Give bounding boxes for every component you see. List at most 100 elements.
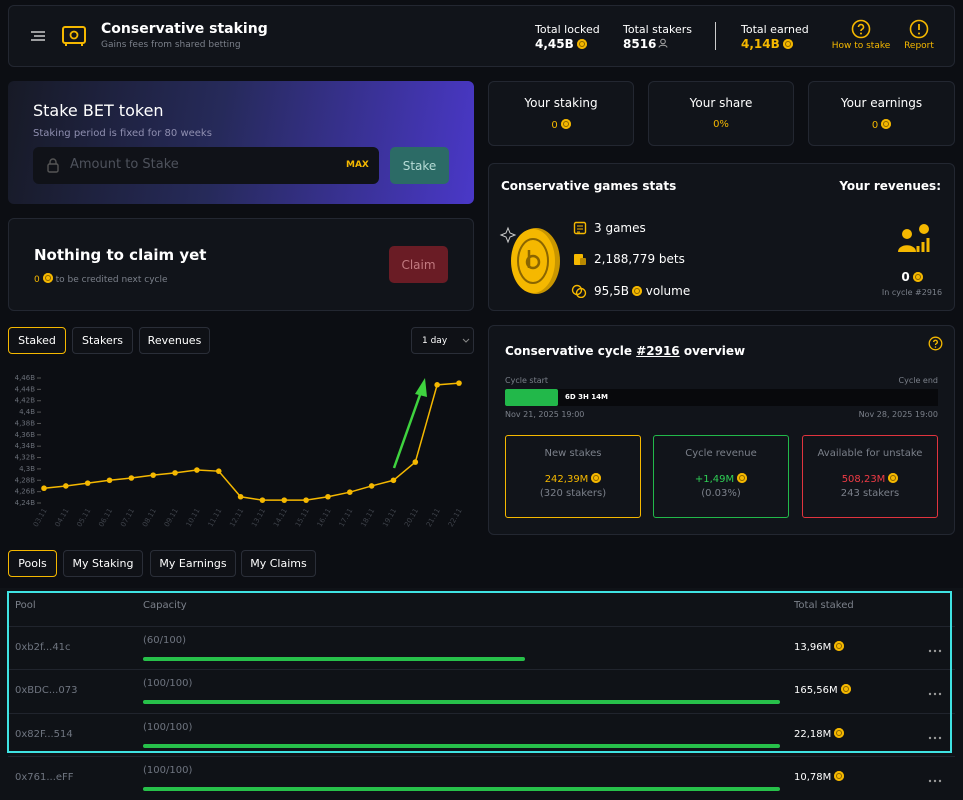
- stat-box: New stakes 242,39M (320 stakers): [505, 435, 641, 518]
- y-tick-label: 4,28B: [15, 476, 36, 484]
- data-point: [456, 380, 462, 386]
- interval-select[interactable]: 1 day: [411, 327, 474, 354]
- coin-icon: [840, 684, 851, 695]
- x-tick-label: 13.11: [250, 507, 267, 528]
- total-staked-text: 22,18M: [794, 728, 832, 740]
- y-tick-label: 4,26B: [15, 488, 36, 496]
- stat-value: 4,14B: [741, 37, 793, 51]
- revenues-text: 0: [901, 270, 910, 284]
- coin-icon: [737, 473, 748, 483]
- data-point: [194, 467, 200, 473]
- help-icon[interactable]: [928, 336, 943, 351]
- x-tick-label: 18.11: [359, 507, 376, 528]
- y-tick-label: 4,34B: [15, 442, 36, 450]
- data-point: [259, 497, 266, 503]
- total-staked: 22,18M: [794, 727, 845, 740]
- page-title: Conservative staking: [101, 21, 268, 37]
- capacity-bar: [143, 786, 780, 791]
- summary-label: Your staking: [524, 96, 598, 110]
- box-value: 242,39M: [506, 473, 640, 485]
- data-point: [172, 470, 178, 476]
- stat-box: Available for unstake 508,23M 243 staker…: [802, 435, 938, 518]
- page-subtitle: Gains fees from shared betting: [101, 40, 241, 50]
- x-tick-label: 04.11: [54, 507, 71, 528]
- data-point: [346, 489, 353, 496]
- cycle-card: [488, 325, 955, 535]
- x-tick-label: 21.11: [425, 507, 442, 528]
- table-tab[interactable]: Pools: [8, 550, 57, 577]
- link[interactable]: How to stake: [831, 41, 891, 51]
- row-menu[interactable]: [928, 726, 942, 739]
- table-tab[interactable]: My Staking: [63, 550, 143, 577]
- x-tick-label: 07.11: [119, 507, 136, 528]
- chart-tab[interactable]: Revenues: [139, 327, 210, 354]
- box-value: 508,23M: [803, 473, 937, 485]
- chart-tab[interactable]: Stakers: [72, 327, 133, 354]
- big-coin: [499, 226, 560, 294]
- cycle-title: Conservative cycle #2916 overview: [505, 344, 745, 358]
- coin-icon: [560, 119, 571, 129]
- capacity-bar: [143, 700, 780, 705]
- safe-icon: [62, 26, 86, 46]
- row-menu[interactable]: [928, 682, 942, 696]
- amount-input[interactable]: [33, 147, 379, 184]
- y-tick-label: 4,4B: [19, 408, 35, 416]
- stat-label: Total stakers: [623, 23, 692, 36]
- coin-icon: [834, 727, 845, 738]
- cycle-link[interactable]: #2916: [636, 344, 680, 358]
- data-point: [434, 382, 440, 388]
- stake-card: [8, 81, 474, 204]
- x-tick-label: 15.11: [294, 507, 311, 528]
- row-menu[interactable]: [928, 639, 942, 653]
- stake-button[interactable]: Stake: [390, 147, 449, 184]
- box-text: 508,23M: [841, 474, 886, 485]
- box-note: (0.03%): [701, 488, 741, 499]
- data-point: [63, 483, 69, 489]
- max-button[interactable]: MAX: [346, 160, 369, 170]
- claim-button[interactable]: Claim: [389, 246, 448, 283]
- y-tick-label: 4,24B: [15, 499, 36, 507]
- coin-icon: [576, 39, 587, 49]
- x-tick-label: 22.11: [447, 507, 464, 528]
- summary-value: 0: [808, 119, 955, 131]
- summary-card: [808, 81, 955, 146]
- interval-text: 1 day: [422, 335, 448, 346]
- cycle-prefix: Conservative cycle: [505, 344, 633, 358]
- claim-title: Nothing to claim yet: [34, 246, 207, 264]
- y-tick-label: 4,36B: [15, 431, 36, 439]
- pool-address: 0x82F...514: [15, 728, 73, 740]
- x-tick-label: 09.11: [163, 507, 180, 528]
- chart-tab[interactable]: Staked: [8, 327, 66, 354]
- y-tick-label: 4,32B: [15, 454, 36, 462]
- report-icon[interactable]: [909, 19, 929, 39]
- link[interactable]: Report: [904, 41, 934, 51]
- cycle-end-label: Cycle end: [898, 376, 938, 385]
- volume-icon: [571, 284, 587, 298]
- table-tab[interactable]: My Earnings: [150, 550, 236, 577]
- lock-icon: [47, 158, 59, 173]
- pool-address: 0xb2f...41c: [15, 642, 71, 653]
- capacity-bar: [143, 657, 526, 661]
- revenues-note: In cycle #2916: [881, 288, 943, 297]
- stake-title: Stake BET token: [33, 101, 164, 120]
- data-point: [303, 497, 309, 503]
- help-icon[interactable]: [851, 19, 871, 39]
- menu-icon[interactable]: [29, 30, 47, 44]
- dots-icon: [928, 649, 942, 653]
- row-menu[interactable]: [928, 769, 942, 783]
- cycle-start-label: Cycle start: [505, 376, 549, 385]
- table-tab[interactable]: My Claims: [241, 550, 316, 577]
- claim-note: to be credited next cycle: [55, 275, 168, 285]
- y-tick-label: 4,44B: [15, 385, 36, 393]
- coin-icon: [591, 473, 602, 483]
- x-tick-label: 16.11: [316, 507, 333, 528]
- volume-value: 95,5B: [594, 284, 629, 298]
- summary-text: 0: [871, 120, 879, 131]
- capacity-label: (100/100): [143, 721, 193, 733]
- cycle-progress-track: [505, 389, 938, 406]
- games-icon: [573, 221, 587, 235]
- bets-count: 2,188,779 bets: [594, 252, 685, 266]
- bets-icon: [574, 254, 586, 265]
- box-title: Cycle revenue: [685, 448, 757, 459]
- data-point: [128, 475, 135, 481]
